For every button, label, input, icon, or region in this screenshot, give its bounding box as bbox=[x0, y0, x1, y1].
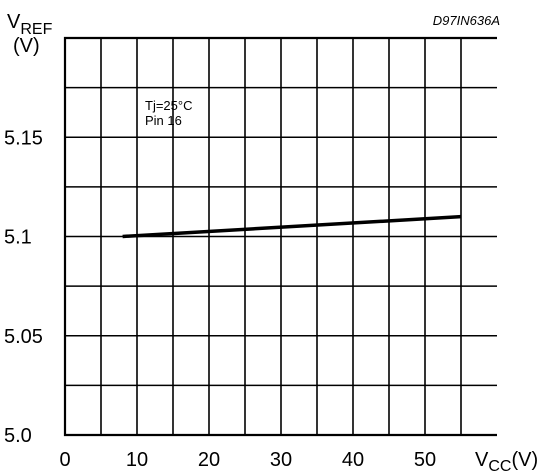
figure-code: D97IN636A bbox=[433, 13, 500, 28]
plot-border bbox=[63, 36, 497, 437]
x-tick-labels: 0 10 20 30 40 50 bbox=[59, 449, 436, 471]
annotation-pin: Pin 16 bbox=[145, 113, 182, 128]
y-tick-label-3: 5.15 bbox=[4, 127, 43, 149]
y-tick-label-1: 5.05 bbox=[4, 326, 43, 348]
y-tick-labels: 5.0 5.05 5.1 5.15 bbox=[4, 127, 43, 447]
series-layer bbox=[122, 214, 462, 239]
x-tick-label-1: 10 bbox=[126, 449, 148, 471]
y-tick-label-2: 5.1 bbox=[4, 227, 32, 249]
x-tick-label-5: 50 bbox=[414, 449, 436, 471]
grid bbox=[65, 38, 497, 435]
series-line-0 bbox=[122, 214, 462, 239]
y-axis-title: VREF bbox=[7, 11, 53, 38]
x-tick-label-4: 40 bbox=[342, 449, 364, 471]
x-tick-label-0: 0 bbox=[59, 449, 70, 471]
annotation-temperature: Tj=25°C bbox=[145, 98, 192, 113]
y-axis-unit: (V) bbox=[13, 35, 40, 57]
x-tick-label-3: 30 bbox=[270, 449, 292, 471]
x-axis-title: VCC(V) bbox=[475, 449, 538, 474]
plot-frame bbox=[63, 36, 497, 437]
x-tick-label-2: 20 bbox=[198, 449, 220, 471]
y-tick-label-0: 5.0 bbox=[4, 425, 32, 447]
